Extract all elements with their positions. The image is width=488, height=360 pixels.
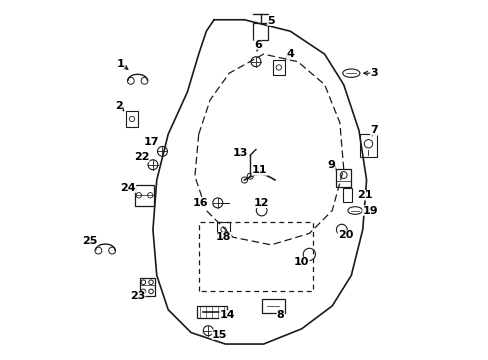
Text: 5: 5 <box>267 15 274 26</box>
Text: 15: 15 <box>212 329 227 339</box>
Bar <box>261 299 284 313</box>
Text: 22: 22 <box>134 152 149 162</box>
Bar <box>359 134 376 157</box>
Bar <box>135 185 154 206</box>
Text: 10: 10 <box>293 257 309 267</box>
Bar <box>217 222 229 237</box>
Text: 18: 18 <box>215 232 231 242</box>
Bar <box>252 23 267 40</box>
Text: 23: 23 <box>130 291 145 301</box>
Text: 8: 8 <box>276 310 284 320</box>
Text: 12: 12 <box>253 198 269 208</box>
Text: 7: 7 <box>369 125 377 135</box>
Text: 24: 24 <box>120 183 136 193</box>
Bar <box>342 188 351 202</box>
Bar <box>272 60 285 75</box>
Text: 16: 16 <box>192 198 208 208</box>
Bar <box>139 278 155 296</box>
Text: 14: 14 <box>219 310 235 320</box>
Text: 25: 25 <box>82 236 98 246</box>
Text: 4: 4 <box>286 49 294 59</box>
Bar <box>336 169 350 187</box>
Text: 13: 13 <box>232 148 248 158</box>
Text: 20: 20 <box>337 230 352 240</box>
Text: 3: 3 <box>369 68 377 78</box>
Text: 17: 17 <box>143 137 159 147</box>
Text: 21: 21 <box>356 190 372 200</box>
Text: 9: 9 <box>327 160 335 170</box>
Text: 2: 2 <box>115 100 122 111</box>
Bar <box>125 111 138 127</box>
Text: 1: 1 <box>117 59 124 69</box>
Text: 6: 6 <box>253 40 261 50</box>
Bar <box>196 306 227 318</box>
Text: 11: 11 <box>251 166 267 175</box>
Text: 19: 19 <box>362 206 377 216</box>
